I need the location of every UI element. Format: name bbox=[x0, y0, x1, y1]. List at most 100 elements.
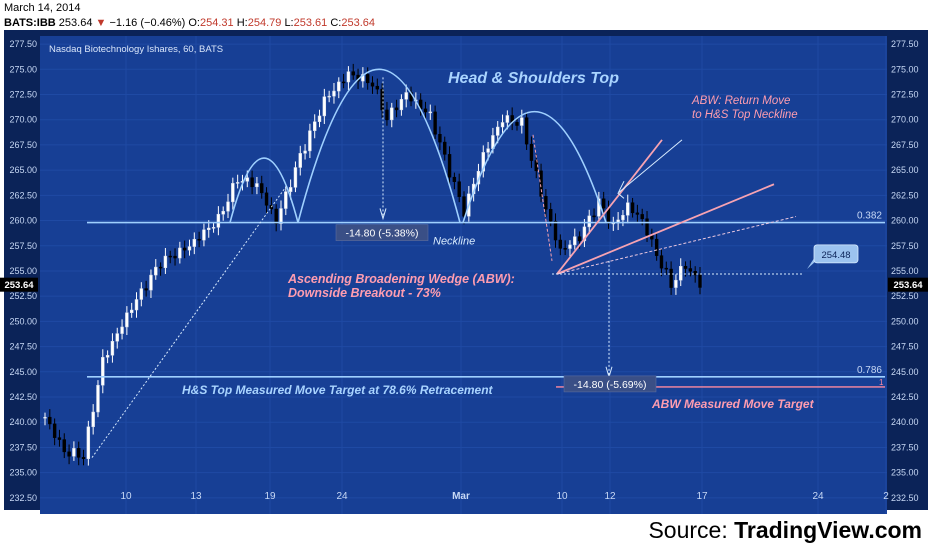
x-tick-5: 10 bbox=[556, 491, 568, 502]
candle-body bbox=[317, 115, 322, 122]
candle-body bbox=[577, 236, 582, 242]
candle-body bbox=[626, 202, 630, 216]
y-tick-left-10: 257.50 bbox=[9, 241, 37, 251]
return-move-arrowhead bbox=[617, 180, 625, 199]
candle-body bbox=[346, 71, 351, 83]
candle-body bbox=[481, 152, 485, 172]
return-move-line1: ABW: Return Move bbox=[691, 95, 790, 107]
left-shoulder-arc bbox=[229, 157, 299, 223]
x-tick-4: Mar bbox=[452, 491, 470, 502]
candle-body bbox=[447, 154, 452, 178]
y-tick-left-11: 260.00 bbox=[9, 216, 37, 226]
y-tick-left-12: 262.50 bbox=[9, 190, 37, 200]
source-credit: Source: TradingView.com bbox=[648, 517, 922, 544]
candle-body bbox=[587, 215, 591, 228]
y-tick-left-1: 235.00 bbox=[9, 468, 37, 478]
measure-box-1 bbox=[335, 224, 429, 241]
candle-body bbox=[630, 202, 635, 214]
candle-body bbox=[110, 340, 115, 356]
candle-body bbox=[101, 357, 105, 386]
candle-body bbox=[178, 247, 182, 259]
candle-body bbox=[592, 215, 596, 218]
candle-body bbox=[72, 448, 76, 457]
abw-label-line2: Downside Breakout - 73% bbox=[288, 286, 441, 300]
x-tick-1: 13 bbox=[190, 491, 202, 502]
candle-body bbox=[231, 183, 235, 203]
candle-body bbox=[48, 416, 52, 425]
quote-bar: BATS:IBB 253.64 ▼ −1.16 (−0.46%) O:254.3… bbox=[4, 17, 375, 29]
plot-area bbox=[40, 36, 887, 514]
candle-body bbox=[327, 95, 331, 98]
candle-body bbox=[500, 122, 505, 128]
last-price-label-left: 253.64 bbox=[4, 280, 34, 291]
candle-body bbox=[173, 255, 177, 259]
y-tick-right-11: 260.00 bbox=[891, 216, 919, 226]
candle-body bbox=[120, 326, 124, 334]
x-tick-8: 24 bbox=[812, 491, 824, 502]
candle-body bbox=[192, 238, 196, 247]
candle-body bbox=[462, 196, 466, 217]
close-value: 253.64 bbox=[341, 17, 375, 29]
candle-body bbox=[438, 133, 442, 143]
candle-body bbox=[207, 227, 211, 231]
candle-body bbox=[77, 448, 81, 458]
y-tick-left-4: 242.50 bbox=[9, 392, 37, 402]
candle-body bbox=[62, 439, 66, 453]
y-tick-left-14: 267.50 bbox=[9, 140, 37, 150]
candle-body bbox=[505, 115, 510, 123]
candle-body bbox=[139, 288, 144, 300]
y-tick-right-0: 232.50 bbox=[891, 493, 919, 503]
candle-body bbox=[385, 109, 389, 121]
candle-body bbox=[250, 177, 254, 188]
candle-body bbox=[457, 181, 461, 197]
candle-body bbox=[57, 437, 62, 440]
y-tick-right-8: 252.50 bbox=[891, 291, 919, 301]
candle-body bbox=[264, 192, 269, 206]
candle-body bbox=[375, 85, 380, 90]
candle-body bbox=[86, 426, 91, 460]
candle-body bbox=[260, 183, 264, 194]
head-arc bbox=[297, 68, 461, 223]
x-tick-7: 17 bbox=[696, 491, 708, 502]
y-tick-right-9: 255.00 bbox=[891, 266, 919, 276]
y-tick-right-14: 267.50 bbox=[891, 140, 919, 150]
candle-body bbox=[428, 111, 432, 114]
neckline-label: Neckline bbox=[433, 236, 475, 248]
y-tick-right-6: 247.50 bbox=[891, 342, 919, 352]
candle-body bbox=[144, 288, 148, 291]
price-change: −1.16 (−0.46%) bbox=[109, 17, 186, 29]
candle-body bbox=[698, 274, 702, 288]
candle-body bbox=[163, 255, 168, 269]
y-tick-right-18: 277.50 bbox=[891, 39, 919, 49]
y-tick-left-7: 250.00 bbox=[9, 316, 37, 326]
candle-body bbox=[549, 209, 553, 222]
last-price: 253.64 bbox=[58, 17, 93, 29]
candle-body bbox=[284, 191, 288, 209]
x-tick-2: 19 bbox=[264, 491, 276, 502]
last-price-tag-left bbox=[0, 277, 38, 292]
y-tick-right-12: 262.50 bbox=[891, 190, 919, 200]
candle-body bbox=[313, 121, 317, 131]
wedge-upper-line bbox=[556, 139, 663, 275]
x-tick-0: 10 bbox=[120, 491, 132, 502]
candle-body bbox=[539, 170, 543, 197]
y-tick-right-13: 265.00 bbox=[891, 165, 919, 175]
breakdown-dashed-line bbox=[532, 134, 553, 261]
candle-body bbox=[337, 81, 341, 92]
head-measure-arrow bbox=[379, 208, 387, 221]
candle-body bbox=[452, 176, 457, 182]
right-shoulder-arc bbox=[462, 111, 607, 223]
candle-body bbox=[187, 246, 192, 251]
candle-body bbox=[332, 90, 336, 97]
candle-body bbox=[640, 214, 644, 220]
y-tick-left-18: 277.50 bbox=[9, 39, 37, 49]
source-name: TradingView.com bbox=[734, 517, 922, 543]
last-price-label-right: 253.64 bbox=[893, 280, 923, 291]
candle-body bbox=[274, 208, 278, 224]
y-tick-right-17: 275.00 bbox=[891, 64, 919, 74]
price-chart[interactable]: 232.50 235.00 237.50 240.00 242.50 245.00 247.… bbox=[0, 30, 932, 540]
open-value: 254.31 bbox=[200, 17, 234, 29]
candle-body bbox=[423, 108, 428, 113]
candle-body bbox=[674, 279, 678, 288]
candle-body bbox=[115, 333, 119, 342]
